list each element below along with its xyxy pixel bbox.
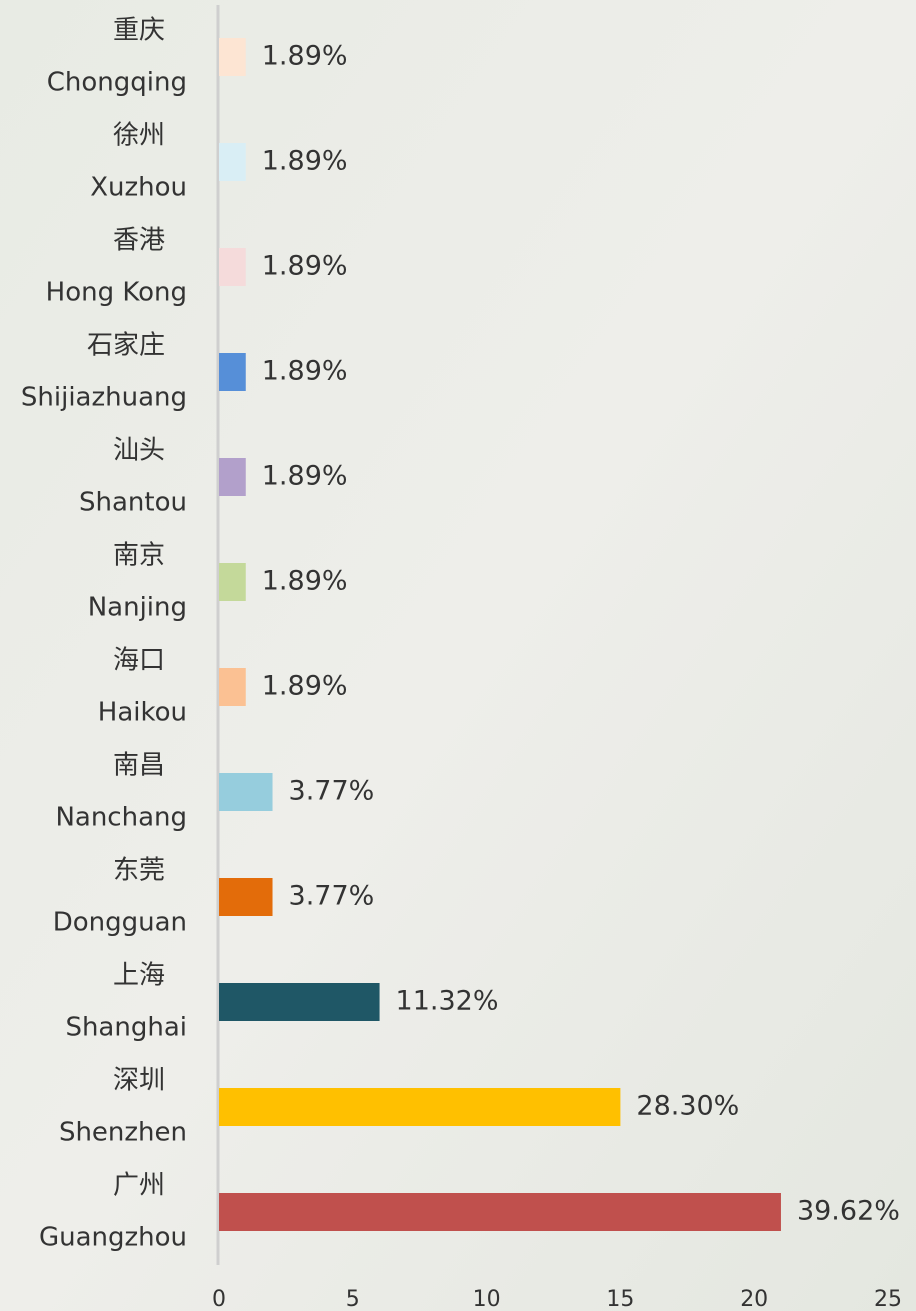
x-tick-label: 0 [212,1287,226,1311]
category-label-zh: 深圳 [113,1066,165,1096]
x-tick-label: 5 [346,1287,360,1311]
category-label: Chongqing [47,68,187,98]
value-label: 1.89% [262,251,348,282]
category-label-zh: 广州 [113,1171,165,1201]
bar [219,983,380,1021]
bar [219,143,246,181]
x-tick-label: 20 [740,1287,768,1311]
bar [219,38,246,76]
category-label-zh: 海口 [113,646,165,676]
value-label: 39.62% [797,1196,900,1227]
value-label: 3.77% [289,776,375,807]
category-label-zh: 石家庄 [87,331,165,361]
category-label-zh: 香港 [113,226,165,256]
category-label: Xuzhou [90,173,187,203]
value-label: 1.89% [262,671,348,702]
value-label: 1.89% [262,146,348,177]
x-tick-label: 15 [606,1287,634,1311]
category-label: Shenzhen [59,1118,187,1148]
bar [219,458,246,496]
value-label: 3.77% [289,881,375,912]
category-label: Hong Kong [46,278,187,308]
category-label: Haikou [98,698,187,728]
category-label-zh: 重庆 [113,16,165,46]
value-label: 1.89% [262,461,348,492]
category-label-zh: 南京 [113,541,165,571]
category-label-zh: 南昌 [113,751,165,781]
category-label-zh: 徐州 [113,121,165,151]
bar [219,878,273,916]
category-label-zh: 上海 [113,961,165,991]
value-label: 28.30% [636,1091,739,1122]
category-label: Shanghai [65,1013,187,1043]
value-label: 1.89% [262,566,348,597]
bar [219,1088,621,1126]
bar [219,353,246,391]
value-label: 11.32% [396,986,499,1017]
category-label: Nanchang [55,803,187,833]
category-label-zh: 汕头 [113,436,165,466]
bar [219,668,246,706]
category-label: Dongguan [53,908,187,938]
x-tick-label: 25 [874,1287,902,1311]
category-label: Guangzhou [39,1223,187,1253]
category-label: Shantou [79,488,187,518]
bar [219,248,246,286]
category-label-zh: 东莞 [113,856,165,886]
bar [219,773,273,811]
bar [219,1193,781,1231]
value-label: 1.89% [262,356,348,387]
category-label: Nanjing [88,593,187,623]
x-tick-label: 10 [473,1287,501,1311]
bar [219,563,246,601]
category-label: Shijiazhuang [21,383,187,413]
value-label: 1.89% [262,41,348,72]
